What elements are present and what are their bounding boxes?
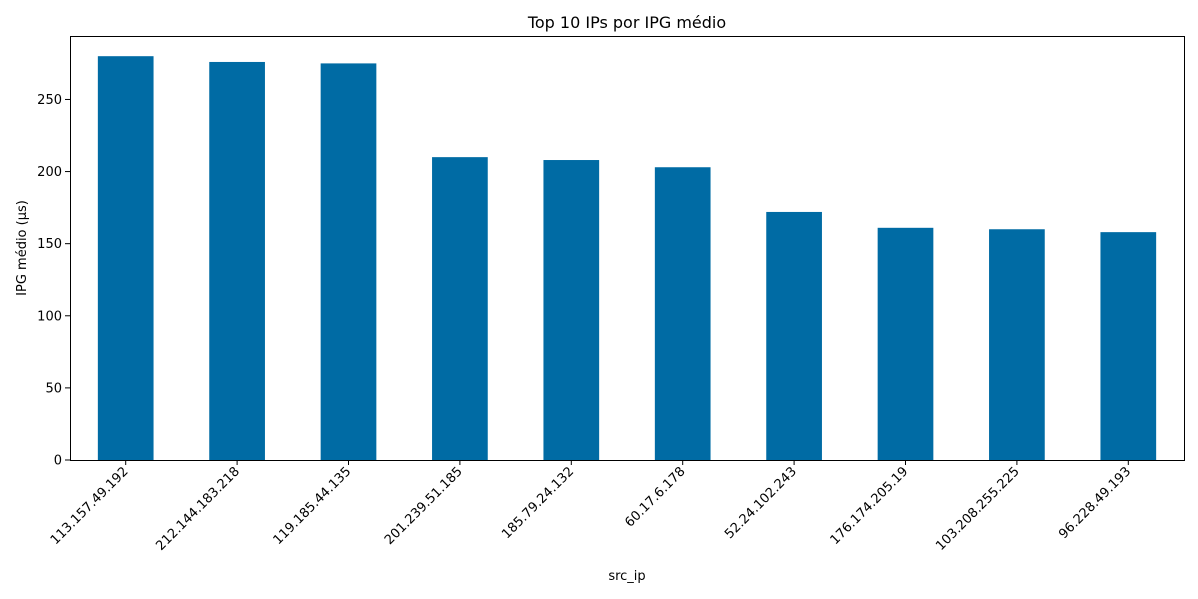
bar [877,227,934,460]
x-tick-label: 212.144.183.218 [153,464,243,554]
bar [432,157,488,460]
bar [766,211,822,460]
bar [989,229,1045,460]
chart-title: Top 10 IPs por IPG médio [527,13,726,32]
x-tick-label: 201.239.51.185 [382,464,466,548]
x-axis-ticks: 113.157.49.192 212.144.183.218 119.185.44.… [48,460,1134,554]
bar [654,167,711,461]
y-tick-label: 0 [54,454,62,469]
y-axis-label: IPG médio (µs) [15,200,30,296]
x-tick-label: 176.174.205.19 [828,464,912,548]
y-tick-label: 50 [45,381,62,396]
bar [1100,232,1157,460]
y-tick-label: 200 [37,165,62,180]
bar [97,56,154,460]
x-axis-label: src_ip [608,569,645,584]
plot-frame [70,36,1185,461]
x-tick-label: 96.228.49.193 [1056,464,1134,542]
x-tick-label: 103.208.255.225 [933,464,1023,554]
bar [320,63,377,461]
y-tick-label: 250 [37,93,62,108]
x-tick-label: 119.185.44.135 [271,464,355,548]
x-tick-label: 113.157.49.192 [48,464,132,548]
bar [543,160,600,460]
bars-group [97,56,1157,461]
y-axis-ticks: 0 50 100 150 200 250 [37,93,70,469]
bar [209,61,265,461]
x-tick-label: 185.79.24.132 [499,464,577,542]
x-tick-label: 60.17.6.178 [622,464,688,530]
y-tick-label: 150 [37,237,62,252]
x-tick-label: 52.24.102.243 [722,464,800,542]
y-tick-label: 100 [37,309,62,324]
